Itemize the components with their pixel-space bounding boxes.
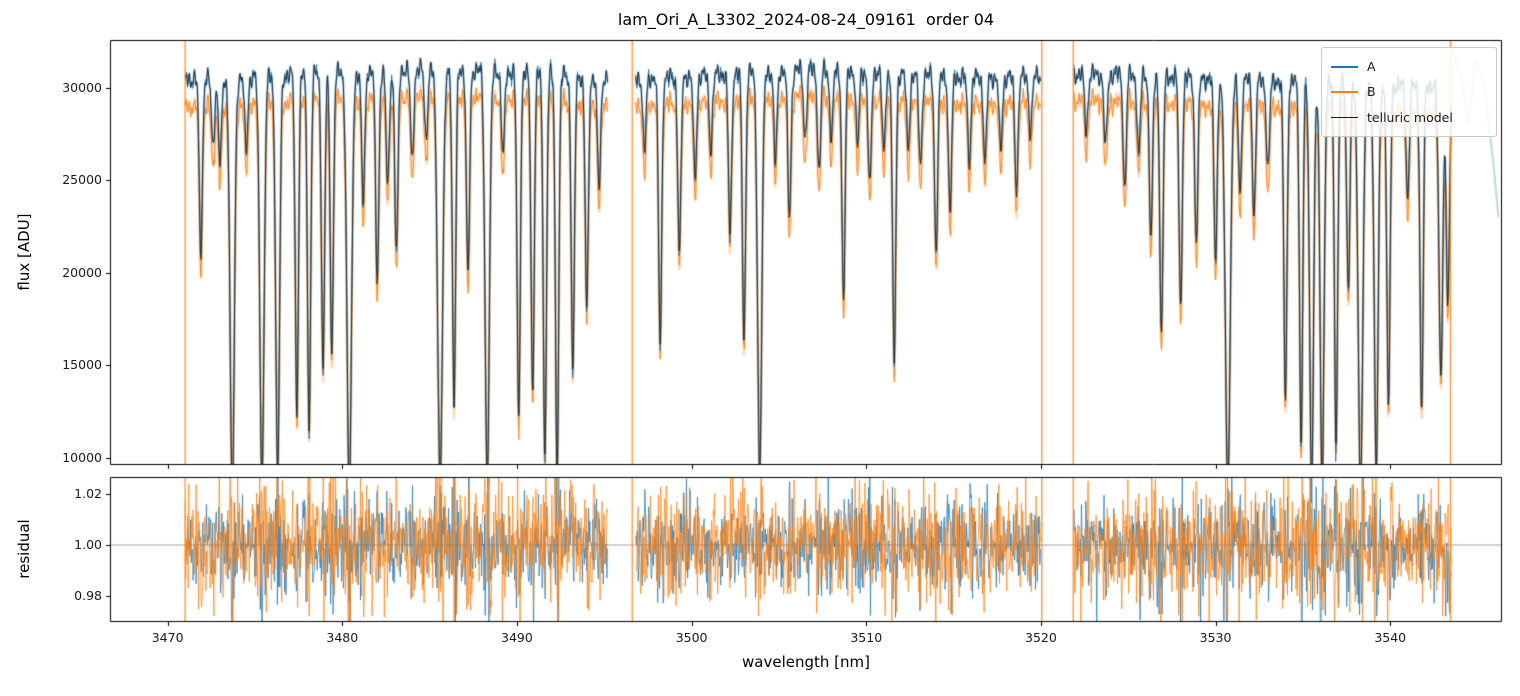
legend-entry-telluric: telluric model [1331, 105, 1487, 130]
x-tick-label: 3520 [1025, 630, 1057, 645]
legend-line-b-icon [1331, 90, 1358, 93]
flux-tick-label: 25000 [62, 172, 102, 188]
flux-axis-label: flux [ADU] [15, 213, 33, 291]
residual-axis-label: residual [15, 519, 33, 579]
flux-tick-label: 30000 [62, 80, 102, 96]
legend-line-telluric-icon [1331, 116, 1358, 118]
x-axis-label: wavelength [nm] [742, 653, 870, 671]
x-tick-label: 3540 [1374, 630, 1407, 645]
residual-tick-label: 1.00 [74, 537, 102, 552]
flux-tick-label: 20000 [62, 264, 102, 280]
residual-tick-label: 0.98 [74, 588, 102, 604]
flux-tick-label: 15000 [62, 357, 102, 373]
x-tick-label: 3470 [151, 630, 184, 645]
flux-tick-label: 10000 [62, 449, 102, 465]
x-tick-label: 3480 [326, 630, 359, 645]
legend-entry-a: A [1331, 54, 1487, 79]
x-tick-label: 3510 [850, 630, 883, 645]
x-tick-label: 3490 [501, 630, 533, 645]
legend-label-a: A [1367, 59, 1376, 75]
legend-line-a-icon [1331, 65, 1358, 68]
chart-title: lam_Ori_A_L3302_2024-08-24_09161 order 0… [617, 10, 995, 29]
residual-tick-label: 1.02 [74, 485, 102, 501]
legend: A B telluric model [1321, 47, 1497, 137]
legend-label-telluric: telluric model [1367, 109, 1453, 125]
x-tick-label: 3500 [675, 630, 708, 645]
x-tick-label: 3530 [1199, 630, 1232, 645]
legend-entry-b: B [1331, 79, 1487, 104]
legend-label-b: B [1367, 84, 1376, 100]
